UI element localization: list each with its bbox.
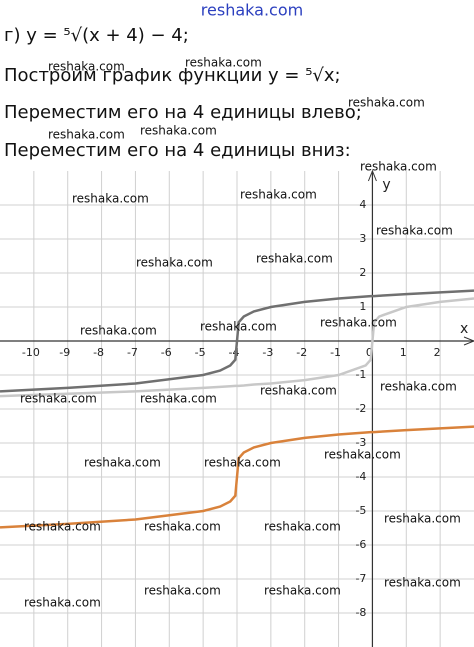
watermark: reshaka.com xyxy=(136,256,213,270)
task-line: Переместим его на 4 единицы влево; xyxy=(4,102,362,123)
y-tick-label: 4 xyxy=(359,198,366,211)
x-axis-label: x xyxy=(460,321,468,337)
watermark: reshaka.com xyxy=(144,584,221,598)
x-tick-label: -5 xyxy=(195,346,206,359)
curve xyxy=(0,425,474,529)
x-tick-label: -9 xyxy=(59,346,70,359)
y-axis-label: y xyxy=(382,177,390,193)
watermark: reshaka.com xyxy=(264,584,341,598)
watermark: reshaka.com xyxy=(376,224,453,238)
y-tick-label: -5 xyxy=(355,504,366,517)
y-tick-label: 3 xyxy=(359,232,366,245)
x-tick-label: -2 xyxy=(296,346,307,359)
task-line: Переместим его на 4 единицы вниз: xyxy=(4,140,351,161)
x-tick-label: -6 xyxy=(161,346,172,359)
x-tick-label: -1 xyxy=(330,346,341,359)
watermark: reshaka.com xyxy=(140,124,217,138)
watermark: reshaka.com xyxy=(204,456,281,470)
watermark: reshaka.com xyxy=(384,512,461,526)
x-tick-label: -4 xyxy=(229,346,240,359)
y-tick-label: -8 xyxy=(355,606,366,619)
y-tick-label: -1 xyxy=(355,368,366,381)
curve xyxy=(0,289,474,393)
watermark: reshaka.com xyxy=(80,324,157,338)
task-line: Построим график функции y = ⁵√x; xyxy=(4,65,341,86)
watermark: reshaka.com xyxy=(72,192,149,206)
x-tick-label: 1 xyxy=(400,346,407,359)
watermark: reshaka.com xyxy=(24,520,101,534)
watermark: reshaka.com xyxy=(24,596,101,610)
x-tick-label: -8 xyxy=(93,346,104,359)
watermark: reshaka.com xyxy=(20,392,97,406)
watermark: reshaka.com xyxy=(84,456,161,470)
watermark: reshaka.com xyxy=(264,520,341,534)
watermark: reshaka.com xyxy=(256,252,333,266)
watermark: reshaka.com xyxy=(200,320,277,334)
x-tick-label: -7 xyxy=(127,346,138,359)
curve xyxy=(0,297,474,398)
y-tick-label: -6 xyxy=(355,538,366,551)
axis-arrow xyxy=(463,336,474,346)
watermark: reshaka.com xyxy=(348,96,425,110)
plot: -10 -9 -8 -7 -6 -5 -4 -3 -2 -1 0 1 2-8-7-6-5-4-3-2-1… xyxy=(0,169,474,647)
watermark: reshaka.com xyxy=(384,576,461,590)
watermark: reshaka.com xyxy=(320,316,397,330)
x-tick-label: -10 xyxy=(22,346,40,359)
watermark: reshaka.com xyxy=(324,448,401,462)
watermark: reshaka.com xyxy=(144,520,221,534)
watermark: reshaka.com xyxy=(360,160,437,174)
x-tick-label: -3 xyxy=(262,346,273,359)
y-tick-label: -7 xyxy=(355,572,366,585)
y-tick-label: 2 xyxy=(359,266,366,279)
y-tick-label: 1 xyxy=(359,300,366,313)
watermark: reshaka.com xyxy=(48,60,125,74)
task-line: г) y = ⁵√(x + 4) − 4; xyxy=(4,25,189,46)
axis-arrow xyxy=(367,169,377,182)
x-tick-label: 2 xyxy=(434,346,441,359)
watermark: reshaka.com xyxy=(260,384,337,398)
y-tick-label: -3 xyxy=(355,436,366,449)
watermark: reshaka.com xyxy=(185,56,262,70)
site-watermark: reshaka.com xyxy=(201,1,303,20)
watermark: reshaka.com xyxy=(140,392,217,406)
watermark: reshaka.com xyxy=(240,188,317,202)
y-tick-label: -2 xyxy=(355,402,366,415)
watermark: reshaka.com xyxy=(48,128,125,142)
watermark: reshaka.com xyxy=(380,380,457,394)
watermarks: reshaka.com reshaka.com reshaka.com reshaka… xyxy=(20,56,461,610)
x-tick-label: 0 xyxy=(366,346,373,359)
y-tick-label: -4 xyxy=(355,470,366,483)
